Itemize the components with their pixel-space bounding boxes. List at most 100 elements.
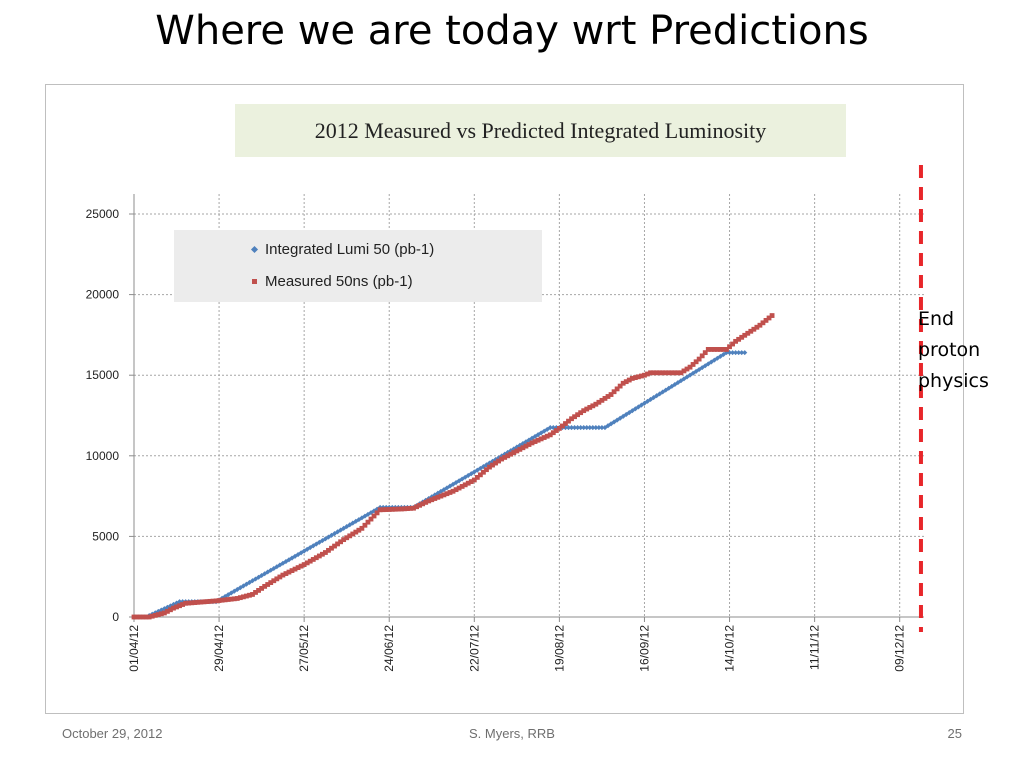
data-point bbox=[316, 553, 322, 559]
x-tick-label: 19/08/12 bbox=[552, 625, 566, 672]
data-point bbox=[572, 425, 578, 431]
data-point bbox=[298, 563, 304, 569]
data-point bbox=[608, 392, 614, 397]
data-point bbox=[684, 366, 690, 372]
data-point bbox=[265, 582, 271, 587]
data-point bbox=[234, 596, 240, 601]
legend-item-predicted: Integrated Lumi 50 (pb-1) bbox=[250, 241, 435, 258]
data-point bbox=[639, 373, 644, 379]
data-point bbox=[207, 598, 213, 604]
data-point bbox=[344, 535, 350, 541]
data-point bbox=[678, 370, 684, 376]
data-point bbox=[177, 603, 182, 609]
data-point bbox=[587, 405, 593, 410]
data-point bbox=[231, 596, 237, 602]
data-point bbox=[733, 350, 739, 356]
legend-item-measured: Measured 50ns (pb-1) bbox=[252, 273, 413, 290]
series-line bbox=[134, 351, 745, 618]
data-point bbox=[654, 370, 660, 376]
data-point bbox=[371, 513, 377, 519]
data-point bbox=[405, 506, 410, 511]
data-point bbox=[611, 389, 617, 395]
data-point bbox=[356, 527, 362, 533]
data-point bbox=[724, 347, 729, 352]
data-point bbox=[289, 568, 295, 573]
data-point bbox=[453, 487, 459, 493]
y-tick-label: 15000 bbox=[86, 368, 120, 382]
data-point bbox=[198, 599, 204, 605]
data-point bbox=[593, 425, 599, 431]
data-point bbox=[420, 501, 426, 507]
data-point bbox=[560, 423, 565, 429]
data-point bbox=[538, 436, 544, 442]
data-point bbox=[216, 598, 222, 603]
y-tick-label: 0 bbox=[112, 610, 119, 624]
data-point bbox=[505, 453, 511, 459]
data-point bbox=[365, 519, 371, 525]
data-point bbox=[383, 507, 389, 512]
x-tick-label: 16/09/12 bbox=[637, 625, 651, 672]
data-point bbox=[304, 560, 310, 566]
data-point bbox=[143, 614, 149, 620]
data-point bbox=[739, 334, 745, 340]
data-point bbox=[666, 370, 672, 376]
data-point bbox=[301, 562, 307, 568]
data-point bbox=[484, 467, 489, 473]
data-point bbox=[578, 410, 584, 416]
data-point bbox=[672, 370, 678, 376]
data-point bbox=[256, 588, 261, 593]
data-point bbox=[760, 320, 766, 326]
annotation-line: proton bbox=[918, 339, 981, 361]
data-point bbox=[563, 421, 568, 426]
data-point bbox=[183, 600, 189, 606]
data-point bbox=[499, 456, 505, 462]
data-point bbox=[575, 412, 581, 418]
data-point bbox=[493, 460, 498, 466]
data-point bbox=[532, 439, 538, 444]
data-point bbox=[544, 433, 550, 439]
data-point bbox=[222, 597, 228, 603]
data-point bbox=[225, 597, 231, 602]
data-point bbox=[657, 370, 663, 376]
data-point bbox=[307, 558, 313, 564]
data-point bbox=[535, 437, 541, 443]
data-point bbox=[447, 490, 453, 495]
data-point bbox=[769, 313, 775, 318]
data-point bbox=[569, 416, 574, 422]
data-point bbox=[213, 598, 219, 604]
data-point bbox=[517, 446, 523, 452]
data-point bbox=[751, 326, 757, 332]
data-point bbox=[180, 602, 186, 607]
data-point bbox=[168, 607, 173, 613]
data-point bbox=[584, 425, 590, 431]
data-point bbox=[408, 505, 413, 511]
footer-date: October 29, 2012 bbox=[62, 726, 163, 741]
data-point bbox=[186, 600, 192, 606]
data-point bbox=[313, 555, 319, 561]
data-point bbox=[389, 506, 395, 512]
data-point bbox=[247, 592, 252, 598]
legend-label: Integrated Lumi 50 (pb-1) bbox=[265, 241, 435, 258]
data-point bbox=[459, 484, 465, 489]
slide-title: Where we are today wrt Predictions bbox=[155, 8, 869, 54]
data-point bbox=[566, 418, 571, 424]
data-point bbox=[335, 541, 340, 547]
data-point bbox=[474, 475, 480, 480]
data-point bbox=[456, 485, 462, 491]
data-point bbox=[496, 458, 502, 464]
data-point bbox=[192, 600, 198, 605]
data-point bbox=[444, 491, 450, 497]
series-measured bbox=[131, 313, 775, 620]
y-tick-label: 20000 bbox=[86, 288, 120, 302]
data-point bbox=[429, 497, 435, 503]
data-point bbox=[271, 578, 277, 584]
data-point bbox=[590, 403, 596, 409]
data-point bbox=[508, 451, 514, 457]
data-point bbox=[620, 380, 626, 386]
footer-author: S. Myers, RRB bbox=[469, 726, 555, 741]
data-point bbox=[149, 613, 155, 619]
data-point bbox=[158, 611, 164, 617]
data-point bbox=[219, 597, 225, 603]
data-point bbox=[523, 443, 529, 449]
